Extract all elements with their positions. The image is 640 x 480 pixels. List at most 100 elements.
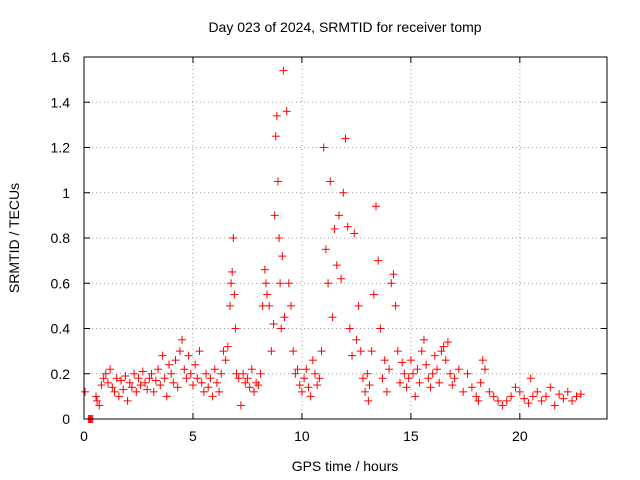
- data-point: [489, 392, 498, 401]
- data-point: [275, 234, 284, 242]
- y-tick-label: 1.6: [51, 49, 71, 65]
- data-point: [363, 369, 372, 378]
- data-point: [324, 279, 333, 288]
- data-point: [236, 401, 245, 410]
- data-point: [365, 381, 374, 390]
- data-point: [297, 387, 306, 396]
- y-tick-label: 0: [62, 411, 70, 427]
- data-point: [385, 365, 394, 374]
- data-point: [81, 387, 90, 396]
- x-tick-label: 15: [403, 428, 419, 444]
- data-point: [282, 107, 291, 116]
- data-point: [406, 356, 415, 365]
- data-point: [156, 381, 165, 390]
- chart-title: Day 023 of 2024, SRMTID for receiver tom…: [208, 19, 481, 35]
- data-point: [485, 387, 494, 396]
- data-point: [494, 396, 503, 405]
- data-point: [337, 274, 346, 283]
- data-point: [332, 261, 341, 270]
- data-point: [409, 369, 418, 378]
- data-point: [454, 365, 463, 374]
- x-tick-label: 5: [189, 428, 197, 444]
- data-point: [411, 392, 420, 401]
- data-point: [247, 365, 256, 374]
- data-point: [284, 279, 293, 288]
- data-point: [300, 374, 309, 383]
- data-point: [93, 396, 102, 405]
- data-point: [160, 374, 169, 383]
- data-point: [387, 279, 396, 288]
- data-point: [143, 385, 152, 394]
- data-point: [110, 387, 119, 396]
- data-point: [149, 387, 158, 396]
- data-point: [91, 392, 100, 401]
- data-point: [182, 374, 191, 383]
- data-point: [422, 360, 431, 369]
- data-point: [295, 381, 304, 390]
- data-point: [354, 301, 363, 310]
- data-point: [304, 383, 313, 392]
- data-point: [369, 290, 378, 299]
- plot-frame: [83, 56, 608, 420]
- data-point: [145, 374, 154, 383]
- data-point: [356, 347, 365, 356]
- data-point: [230, 290, 239, 299]
- data-point: [526, 374, 535, 383]
- data-point: [202, 369, 211, 378]
- data-point: [254, 381, 263, 390]
- data-point: [167, 369, 176, 378]
- data-point: [317, 347, 326, 356]
- data-point: [119, 385, 128, 394]
- data-point: [537, 396, 546, 405]
- data-point: [261, 279, 270, 288]
- data-point: [271, 132, 280, 141]
- data-point: [280, 313, 289, 322]
- data-point: [480, 365, 489, 374]
- data-point: [417, 347, 426, 356]
- data-point: [276, 279, 285, 288]
- data-point: [576, 390, 585, 399]
- data-point: [180, 365, 189, 374]
- data-point: [550, 401, 559, 410]
- data-point: [231, 324, 240, 333]
- data-point: [256, 369, 265, 378]
- data-point: [424, 374, 433, 383]
- data-point: [195, 347, 204, 356]
- x-tick-label: 20: [512, 428, 528, 444]
- data-point: [474, 396, 483, 405]
- data-point: [197, 378, 206, 387]
- data-point: [243, 374, 252, 383]
- data-point: [502, 396, 511, 405]
- data-point: [252, 378, 261, 387]
- data-point: [199, 387, 208, 396]
- data-point: [391, 301, 400, 310]
- data-point: [559, 394, 568, 403]
- y-tick-label: 0.8: [51, 230, 71, 246]
- y-tick-label: 0.4: [51, 321, 71, 337]
- data-point: [221, 356, 230, 365]
- data-point: [186, 369, 195, 378]
- data-point: [374, 256, 383, 265]
- data-point: [402, 383, 411, 392]
- data-point: [367, 347, 376, 356]
- data-point: [178, 335, 187, 344]
- data-point: [350, 229, 359, 238]
- data-point: [334, 211, 343, 220]
- data-point: [348, 351, 357, 360]
- data-point: [184, 351, 193, 360]
- data-point: [450, 374, 459, 383]
- data-point: [273, 177, 282, 186]
- data-point: [289, 347, 298, 356]
- data-point: [171, 356, 180, 365]
- data-point: [443, 338, 452, 347]
- data-point: [272, 111, 281, 120]
- y-tick-label: 1.2: [51, 140, 71, 156]
- data-point: [426, 383, 435, 392]
- data-point: [204, 383, 213, 392]
- data-point: [210, 365, 219, 374]
- data-point: [446, 369, 455, 378]
- data-point: [520, 394, 529, 403]
- x-axis-label: GPS time / hours: [292, 458, 399, 474]
- data-point: [208, 392, 217, 401]
- data-point: [507, 392, 516, 401]
